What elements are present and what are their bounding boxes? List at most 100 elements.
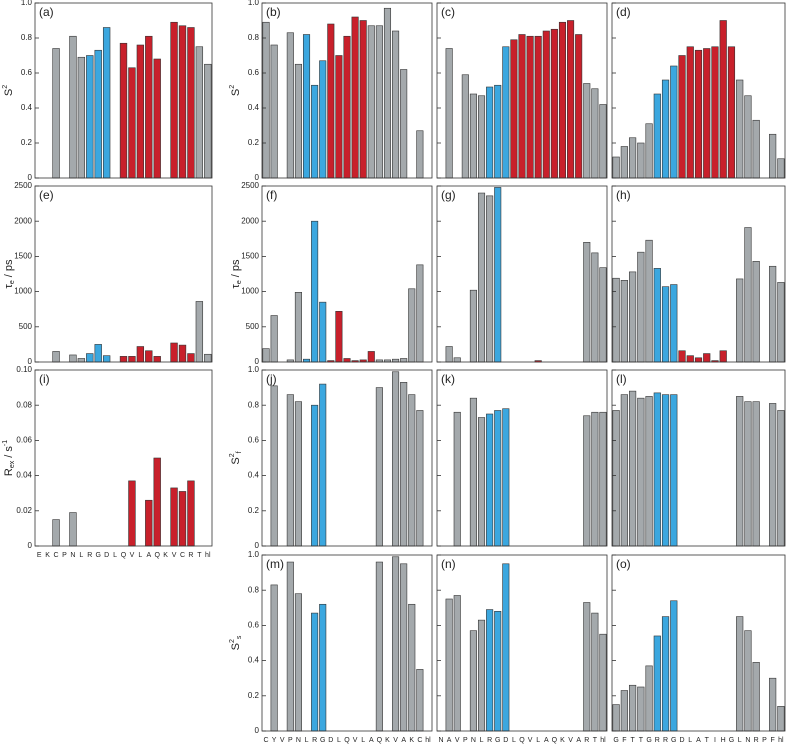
bar [769,265,777,363]
plot-frame [436,185,608,363]
y-tick-label: 0 [28,173,33,182]
bar [736,396,744,547]
y-tick-label: 1.0 [21,0,33,7]
x-tick-label: R [754,737,759,744]
bar [52,48,60,179]
bar [294,401,302,547]
bar [178,344,187,363]
x-tick-label: L [738,737,742,744]
bar [392,556,400,732]
x-tick-label: I [714,737,716,744]
panel-label: (o) [616,557,631,571]
y-tick-label: 1.0 [248,550,260,559]
bar [187,480,195,547]
plot-frame [436,2,608,179]
plot-frame [611,554,786,732]
y-tick-label: 0.02 [16,506,32,515]
x-tick-label: R [188,552,193,559]
x-tick-label: A [447,737,452,744]
y-axis-label-part: R [3,468,15,476]
bar [302,34,311,179]
x-tick-label: L [480,737,484,744]
bar [583,602,591,732]
bar [686,46,694,179]
y-axis-label-part: / s [3,446,15,461]
bar [645,396,653,547]
panel-label: (m) [266,557,284,571]
bar [416,410,424,547]
y-tick-label: 0.04 [16,471,32,480]
y-axis-label: S2s [229,635,243,650]
bar [567,20,575,179]
bar [744,401,752,547]
y-tick-label: 0 [255,173,260,182]
plot-frame [34,369,213,547]
bar [694,357,703,363]
bar [170,21,178,179]
bar [694,49,703,179]
x-tick-label: A [401,737,406,744]
bar [777,410,785,547]
bar [477,619,486,732]
x-tick-label: R [87,552,92,559]
x-tick-label: V [172,552,177,559]
bar [136,44,145,179]
x-tick-label: G [320,737,325,744]
bar [453,357,461,363]
bar [719,20,727,179]
bar [270,315,278,363]
y-axis-label: τe / ps [230,259,243,289]
bar [392,30,400,179]
y-tick-label: 0 [255,726,260,735]
x-tick-label: F [771,737,775,744]
x-tick-label: L [361,737,365,744]
bar [502,408,510,547]
bar [670,600,678,732]
bar [769,403,777,547]
bar [453,595,461,732]
y-tick-label: 0.2 [248,138,260,147]
bar [469,630,477,732]
y-tick-label: 0.6 [248,621,260,630]
bar [777,158,785,179]
bar [744,227,752,363]
x-tick-label: V [568,737,573,744]
x-tick-label: Y [272,737,277,744]
bar [637,251,645,363]
y-axis-label-part: f [236,451,243,453]
bar [94,344,102,363]
bar [319,301,327,363]
bar [136,346,145,363]
y-tick-label: 0.10 [16,365,32,374]
y-axis-label-part: 2 [229,453,236,457]
x-tick-label: G [671,737,676,744]
y-tick-label: 0.6 [21,68,33,77]
x-tick-label: N [471,737,476,744]
bar [661,79,670,179]
panel-label: (k) [441,372,455,386]
x-tick-label: T [197,552,202,559]
bar [736,278,744,363]
bar [286,561,294,732]
x-tick-label: G [646,737,651,744]
bar [744,95,752,179]
bar [599,411,607,547]
x-tick-label: E [37,552,42,559]
bar [94,49,102,179]
bar [510,39,518,179]
y-tick-label: 0.6 [248,68,260,77]
x-tick-label: V [528,737,533,744]
panel-label: (a) [39,5,54,19]
plot-frame [436,554,608,732]
plot-frame [34,2,213,179]
bar [670,65,678,179]
y-tick-label: 1000 [241,287,259,296]
bar [612,156,620,179]
y-axis-label-part: / ps [3,259,15,280]
bar [392,371,400,547]
bar [612,704,620,732]
x-tick-label: C [54,552,59,559]
x-tick-label: Q [344,737,350,744]
bar [612,410,620,547]
